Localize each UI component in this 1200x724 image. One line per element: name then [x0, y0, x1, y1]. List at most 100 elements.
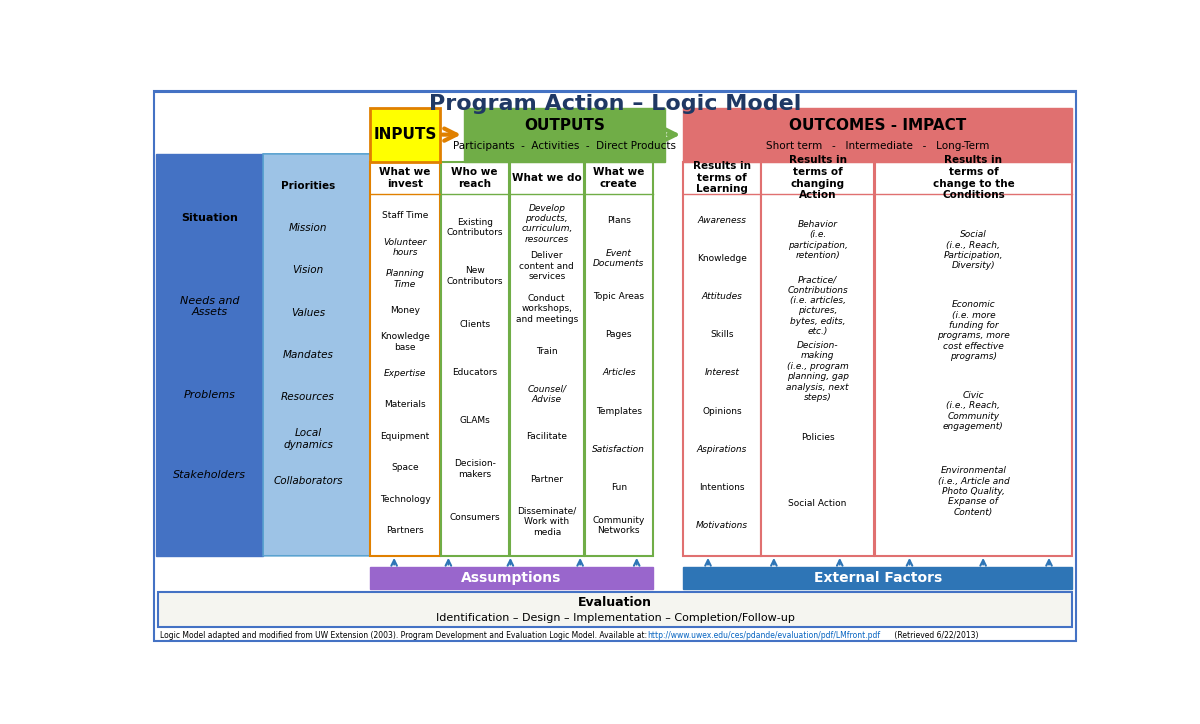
- Text: Event
Documents: Event Documents: [593, 249, 644, 269]
- Text: New
Contributors: New Contributors: [446, 266, 503, 286]
- Text: Volunteer
hours: Volunteer hours: [383, 237, 427, 257]
- Text: Mandates: Mandates: [283, 350, 334, 360]
- FancyBboxPatch shape: [875, 161, 1073, 556]
- Text: Deliver
content and
services: Deliver content and services: [520, 251, 574, 281]
- Text: Civic
(i.e., Reach,
Community
engagement): Civic (i.e., Reach, Community engagement…: [943, 391, 1004, 432]
- Text: Who we
reach: Who we reach: [451, 167, 498, 188]
- Text: What we
create: What we create: [593, 167, 644, 188]
- Text: Results in
terms of
changing
Action: Results in terms of changing Action: [788, 156, 847, 200]
- Text: Environmental
(i.e., Article and
Photo Quality,
Expanse of
Content): Environmental (i.e., Article and Photo Q…: [937, 466, 1009, 517]
- Text: Templates: Templates: [596, 407, 642, 416]
- FancyBboxPatch shape: [370, 568, 653, 589]
- Text: Aspirations: Aspirations: [697, 445, 748, 454]
- Text: Practice/
Contributions
(i.e. articles,
pictures,
bytes, edits,
etc.): Practice/ Contributions (i.e. articles, …: [787, 275, 848, 336]
- Text: Results in
terms of
Learning: Results in terms of Learning: [692, 161, 751, 194]
- Text: Existing
Contributors: Existing Contributors: [446, 218, 503, 237]
- Text: Motivations: Motivations: [696, 521, 748, 530]
- Text: Evaluation: Evaluation: [578, 596, 652, 609]
- Text: Skills: Skills: [710, 330, 733, 340]
- Text: Collaborators: Collaborators: [274, 476, 343, 487]
- Text: Decision-
makers: Decision- makers: [454, 459, 496, 479]
- Text: Participants  -  Activities  -  Direct Products: Participants - Activities - Direct Produ…: [454, 141, 676, 151]
- Text: External Factors: External Factors: [814, 571, 942, 585]
- Text: Knowledge
base: Knowledge base: [380, 332, 430, 352]
- Text: Logic Model adapted and modified from UW Extension (2003). Program Development a: Logic Model adapted and modified from UW…: [160, 631, 647, 639]
- Text: Behavior
(i.e.
participation,
retention): Behavior (i.e. participation, retention): [787, 220, 847, 260]
- Polygon shape: [263, 154, 410, 556]
- Text: Clients: Clients: [460, 320, 491, 329]
- Text: Satisfaction: Satisfaction: [593, 445, 646, 454]
- Text: Money: Money: [390, 306, 420, 315]
- FancyBboxPatch shape: [683, 108, 1073, 161]
- Text: Resources: Resources: [281, 392, 335, 402]
- FancyBboxPatch shape: [370, 108, 440, 161]
- Text: Equipment: Equipment: [380, 432, 430, 441]
- FancyBboxPatch shape: [510, 161, 584, 556]
- Text: Identification – Design – Implementation – Completion/Follow-up: Identification – Design – Implementation…: [436, 613, 794, 623]
- Text: Stakeholders: Stakeholders: [173, 471, 246, 481]
- Text: Plans: Plans: [607, 216, 631, 225]
- Text: Local
dynamics: Local dynamics: [283, 429, 334, 450]
- Text: Values: Values: [292, 308, 325, 318]
- Text: (Retrieved 6/22/2013): (Retrieved 6/22/2013): [893, 631, 979, 639]
- Text: http://www.uwex.edu/ces/pdande/evaluation/pdf/LMfront.pdf: http://www.uwex.edu/ces/pdande/evaluatio…: [648, 631, 881, 639]
- Text: Awareness: Awareness: [697, 216, 746, 225]
- Text: Partners: Partners: [386, 526, 424, 535]
- FancyBboxPatch shape: [440, 161, 509, 556]
- Text: Pages: Pages: [606, 330, 632, 340]
- Text: Mission: Mission: [289, 223, 328, 233]
- Text: Intentions: Intentions: [700, 483, 745, 492]
- Text: Facilitate: Facilitate: [527, 432, 568, 441]
- Text: Counsel/
Advise: Counsel/ Advise: [527, 384, 566, 404]
- Text: Program Action – Logic Model: Program Action – Logic Model: [428, 94, 802, 114]
- Text: Situation: Situation: [181, 213, 238, 223]
- Text: Vision: Vision: [293, 266, 324, 275]
- Text: Technology: Technology: [379, 494, 431, 504]
- FancyBboxPatch shape: [584, 161, 653, 556]
- Text: Problems: Problems: [184, 390, 235, 400]
- FancyBboxPatch shape: [683, 568, 1073, 589]
- FancyBboxPatch shape: [156, 154, 263, 556]
- Text: Results in
terms of
change to the
Conditions: Results in terms of change to the Condit…: [932, 156, 1014, 200]
- FancyBboxPatch shape: [762, 161, 874, 556]
- FancyBboxPatch shape: [157, 592, 1073, 628]
- Text: Interest: Interest: [704, 369, 739, 377]
- Text: What we do: What we do: [512, 173, 582, 182]
- Text: Decision-
making
(i.e., program
planning, gap
analysis, next
steps): Decision- making (i.e., program planning…: [786, 341, 848, 402]
- Text: Policies: Policies: [800, 433, 834, 442]
- FancyBboxPatch shape: [683, 161, 761, 556]
- FancyBboxPatch shape: [464, 108, 665, 161]
- Text: INPUTS: INPUTS: [373, 127, 437, 142]
- Text: Short term   -   Intermediate   -   Long-Term: Short term - Intermediate - Long-Term: [766, 141, 990, 151]
- Text: Topic Areas: Topic Areas: [593, 292, 644, 301]
- Text: Staff Time: Staff Time: [382, 211, 428, 220]
- Text: Fun: Fun: [611, 483, 626, 492]
- Text: Educators: Educators: [452, 368, 497, 377]
- Text: Partner: Partner: [530, 475, 563, 484]
- Text: Knowledge: Knowledge: [697, 254, 746, 263]
- Text: Economic
(i.e. more
funding for
programs, more
cost effective
programs): Economic (i.e. more funding for programs…: [937, 300, 1010, 361]
- Text: Develop
products,
curriculum,
resources: Develop products, curriculum, resources: [521, 203, 572, 244]
- Text: Space: Space: [391, 463, 419, 472]
- Text: OUTPUTS: OUTPUTS: [524, 119, 605, 133]
- Text: Priorities: Priorities: [281, 181, 335, 191]
- Text: Opinions: Opinions: [702, 407, 742, 416]
- Text: Attitudes: Attitudes: [702, 292, 743, 301]
- Text: Conduct
workshops,
and meetings: Conduct workshops, and meetings: [516, 294, 578, 324]
- Text: OUTCOMES - IMPACT: OUTCOMES - IMPACT: [790, 119, 966, 133]
- Text: Articles: Articles: [602, 369, 636, 377]
- Text: Assumptions: Assumptions: [461, 571, 562, 585]
- Text: Needs and
Assets: Needs and Assets: [180, 296, 240, 317]
- Text: Expertise: Expertise: [384, 369, 426, 378]
- Text: Materials: Materials: [384, 400, 426, 409]
- Text: Planning
Time: Planning Time: [385, 269, 425, 289]
- Text: Social
(i.e., Reach,
Participation,
Diversity): Social (i.e., Reach, Participation, Dive…: [943, 230, 1003, 270]
- Text: Train: Train: [536, 347, 558, 356]
- Text: What we
invest: What we invest: [379, 167, 431, 188]
- Text: Disseminate/
Work with
media: Disseminate/ Work with media: [517, 507, 576, 536]
- Text: Community
Networks: Community Networks: [593, 515, 646, 535]
- FancyBboxPatch shape: [370, 161, 440, 556]
- Text: Consumers: Consumers: [450, 513, 500, 522]
- Text: GLAMs: GLAMs: [460, 416, 490, 425]
- Text: Social Action: Social Action: [788, 499, 847, 508]
